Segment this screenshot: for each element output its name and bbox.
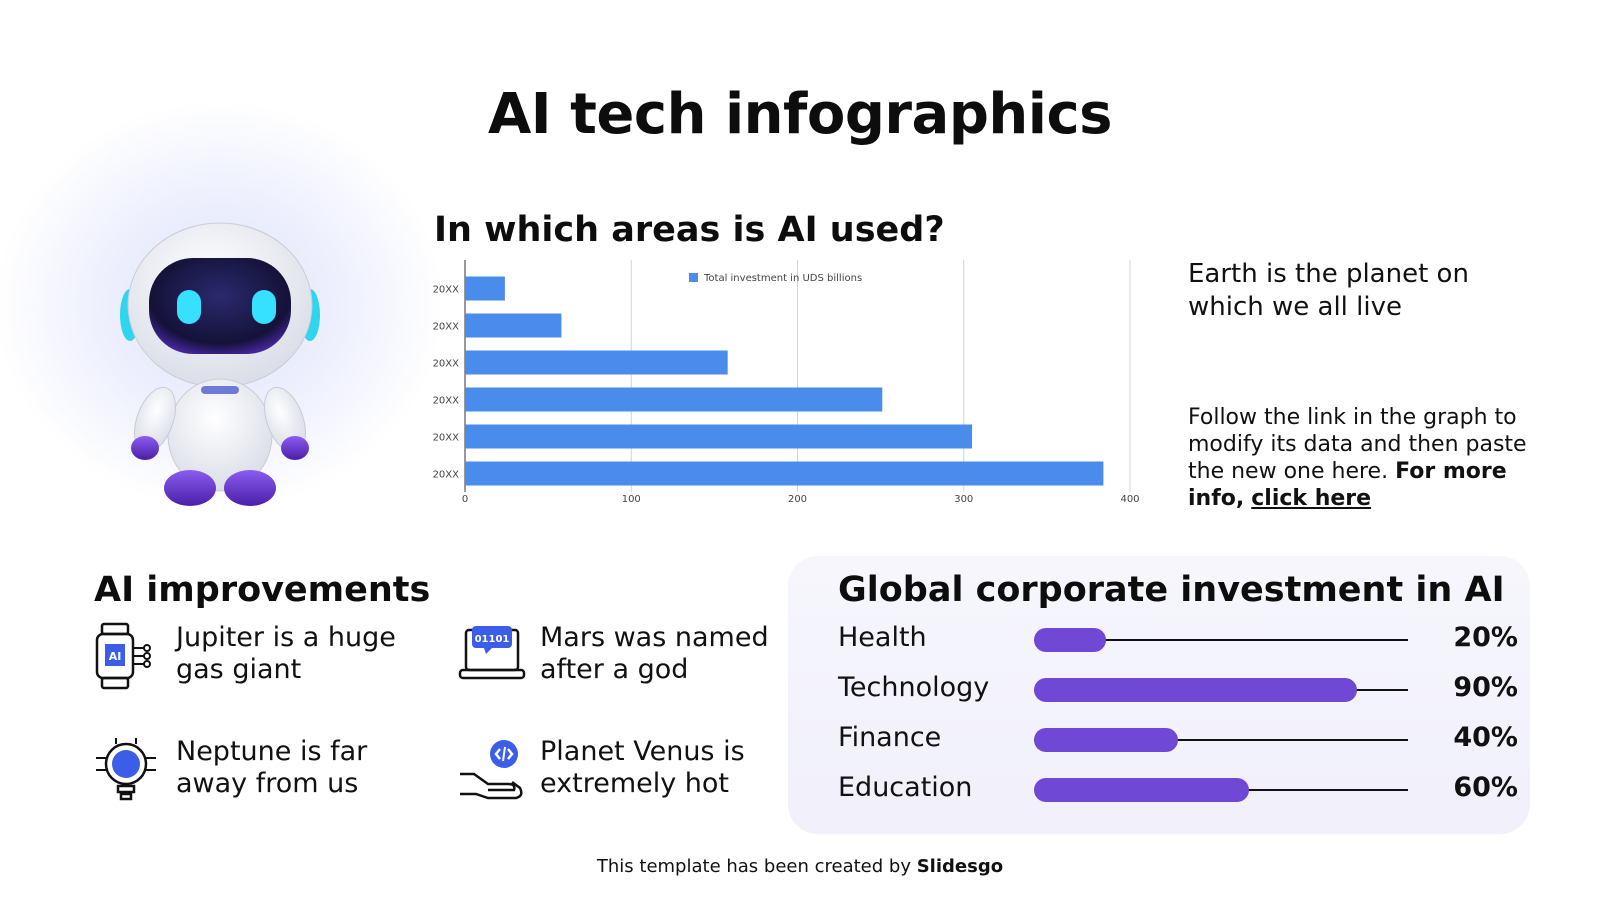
bar — [465, 387, 883, 412]
legend-swatch — [689, 273, 698, 282]
investment-percent: 60% — [1453, 772, 1518, 803]
footer-brand: Slidesgo — [916, 856, 1004, 877]
y-category-label: 20XX — [433, 396, 460, 407]
more-info-label: For more info, — [1188, 459, 1507, 511]
y-category-label: 20XX — [433, 470, 460, 481]
svg-text:AI: AI — [109, 650, 122, 663]
investment-bar-chart[interactable]: 0 100 200 300 400 20XX 20XX 20XX 20XX 20XX 20XX Tot… — [420, 260, 1140, 510]
improvement-item-venus: Planet Venus is extremely hot — [458, 736, 780, 804]
y-category-label: 20XX — [433, 322, 460, 333]
investment-percent: 20% — [1453, 622, 1518, 653]
x-tick-label: 300 — [954, 494, 973, 505]
bar — [465, 276, 505, 301]
robot-illustration — [120, 222, 320, 506]
improvement-text: Neptune is far away from us — [176, 736, 368, 799]
y-category-label: 20XX — [433, 285, 460, 296]
footer-prefix: This template has been created by — [596, 856, 911, 877]
instructions-text: Follow the link in the graph to modify i… — [1188, 405, 1527, 484]
improvement-item-mars: 01101 Mars was named after a god — [458, 622, 780, 690]
legend-label: Total investment in UDS billions — [703, 273, 862, 284]
improvements-title: AI improvements — [94, 570, 431, 610]
y-category-label: 20XX — [433, 359, 460, 370]
investment-percent: 90% — [1453, 672, 1518, 703]
page-title: AI tech infographics — [487, 82, 1113, 147]
x-tick-label: 100 — [622, 494, 641, 505]
improvement-item-neptune: Neptune is far away from us — [94, 736, 416, 804]
investment-bar — [1034, 778, 1249, 802]
smartwatch-ai-icon: AI — [95, 622, 151, 690]
lightbulb-chip-icon — [96, 738, 156, 801]
investment-row: Technology 90% — [838, 670, 1518, 710]
investment-bar — [1034, 728, 1178, 752]
bar — [465, 350, 728, 375]
investment-track — [1034, 739, 1408, 741]
investment-row: Health 20% — [838, 620, 1518, 660]
svg-text:01101: 01101 — [475, 634, 510, 645]
improvement-item-jupiter: AI Jupiter is a huge gas giant — [94, 622, 416, 690]
investment-title: Global corporate investment in AI — [838, 570, 1505, 610]
investment-percent: 40% — [1453, 722, 1518, 753]
investment-bar — [1034, 678, 1357, 702]
investment-label: Education — [838, 772, 973, 803]
y-category-label: 20XX — [433, 433, 460, 444]
improvement-text: Mars was named after a god — [540, 622, 769, 685]
investment-track — [1034, 639, 1408, 641]
improvement-text: Jupiter is a huge gas giant — [176, 622, 396, 685]
investment-label: Finance — [838, 722, 942, 753]
bar — [465, 313, 562, 338]
click-here-link[interactable]: click here — [1251, 486, 1372, 511]
x-tick-label: 400 — [1120, 494, 1139, 505]
laptop-binary-icon: 01101 — [458, 626, 526, 680]
investment-bar — [1034, 628, 1106, 652]
footer-credit: This template has been created by Slides… — [0, 856, 1600, 877]
investment-label: Health — [838, 622, 927, 653]
investment-row: Finance 40% — [838, 720, 1518, 760]
hand-code-icon — [460, 740, 523, 800]
x-tick-label: 0 — [462, 494, 468, 505]
investment-label: Technology — [838, 672, 990, 703]
earth-description: Earth is the planet on which we all live — [1188, 259, 1469, 322]
x-tick-label: 200 — [788, 494, 807, 505]
improvement-text: Planet Venus is extremely hot — [540, 736, 745, 799]
graph-instructions: Follow the link in the graph to modify i… — [1188, 404, 1528, 512]
chart-title: In which areas is AI used? — [434, 210, 945, 250]
bar — [465, 424, 973, 449]
investment-row: Education 60% — [838, 770, 1518, 810]
bar — [465, 461, 1104, 486]
